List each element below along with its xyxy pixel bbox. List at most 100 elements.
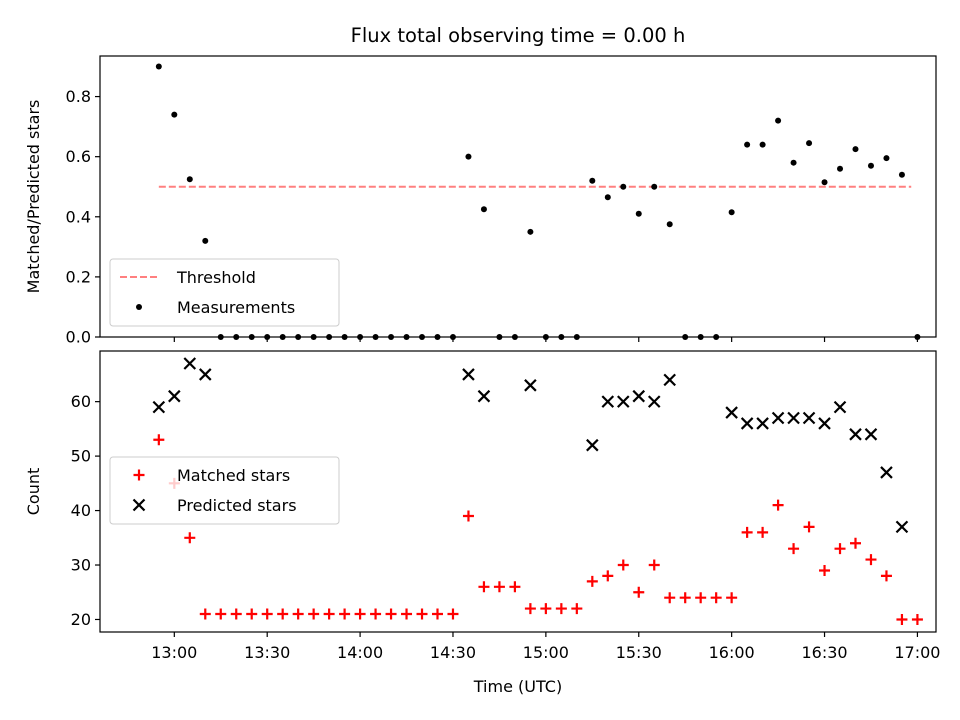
count-y-axis-label: Count [24,468,43,516]
matched-stars-point [633,586,645,598]
matched-stars-point [401,608,413,620]
matched-stars-point [385,608,397,620]
predicted-stars-point [524,379,537,392]
matched-stars-point [246,608,258,620]
legend-entry-label: Measurements [177,298,295,317]
matched-stars-point [215,608,227,620]
legend-measurements-swatch [136,304,142,310]
predicted-stars-point [198,368,212,381]
matched-stars-point [788,543,800,555]
matched-stars-point [571,603,583,615]
predicted-stars-point [616,395,630,408]
measurement-point [202,237,209,244]
x-tick-label: 17:00 [894,643,940,662]
predicted-stars-point [601,395,615,408]
matched-stars-point [540,603,552,615]
matched-stars-point [261,608,273,620]
legend-entry-label: Threshold [176,268,256,287]
predicted-stars-point [168,389,181,403]
count-y-tick-label: 20 [71,610,91,629]
matched-stars-point [679,592,691,604]
matched-stars-point [865,554,877,566]
count-y-tick-label: 50 [71,447,91,466]
matched-stars-point [416,608,428,620]
matched-stars-point [757,526,769,538]
matched-stars-point [199,608,211,620]
ratio-panel: 0.0 0.2 0.4 0.6 0.8 Matched/Predicted stars Th… [24,55,937,347]
measurement-point [790,159,797,166]
ratio-y-tick-label: 0.2 [66,267,91,286]
predicted-stars-point [787,411,800,425]
matched-stars-point [880,570,892,582]
matched-stars-point [695,592,707,604]
predicted-stars-point [725,406,738,419]
measurement-point [806,140,813,147]
matched-stars-point [323,608,335,620]
measurement-point [898,171,905,178]
measurement-point [744,141,751,148]
matched-stars-point [803,521,815,533]
count-y-tick-label: 60 [71,392,91,411]
measurement-point [728,209,735,216]
measurement-point [589,177,596,184]
matched-stars-point [447,608,459,620]
measurement-point [883,155,890,162]
predicted-stars-point [152,400,166,414]
predicted-stars-point [183,357,197,370]
chart-title: Flux total observing time = 0.00 h [351,24,686,47]
ratio-y-tick-label: 0.8 [66,87,91,106]
matched-stars-point [849,537,861,549]
predicted-stars-point [880,466,893,479]
matched-stars-point [478,581,490,593]
matched-stars-point [819,564,831,576]
legend-entry-label: Matched stars [177,466,290,485]
count-legend: Matched stars Predicted stars [109,456,340,525]
matched-stars-point [726,592,738,604]
ratio-y-axis-label: Matched/Predicted stars [24,100,43,294]
legend-box [109,456,340,525]
measurement-point [651,183,658,190]
matched-stars-point [911,613,923,625]
predicted-stars-point [864,428,878,441]
count-y-tick-label: 40 [71,501,91,520]
matched-stars-point [648,559,660,571]
x-tick-label: 14:00 [337,643,383,662]
ratio-legend: Threshold Measurements [109,258,340,327]
matched-stars-point [586,575,598,587]
matched-stars-point [710,592,722,604]
x-tick-label: 15:30 [616,643,662,662]
ratio-y-tick-label: 0.4 [66,207,91,226]
matched-stars-point [277,608,289,620]
x-tick-label: 13:00 [151,643,197,662]
x-tick-label: 15:00 [523,643,569,662]
x-axis-label: Time (UTC) [473,677,562,696]
count-y-tick-label: 30 [71,556,91,575]
ratio-y-tick-label: 0.0 [66,328,91,347]
x-tick-label: 16:30 [801,643,847,662]
matched-stars-point [602,570,614,582]
measurement-point [759,141,766,148]
measurement-point [171,111,178,118]
measurement-point [775,117,782,124]
matched-stars-point [834,543,846,555]
measurement-point [867,162,874,169]
measurement-point [821,179,828,186]
predicted-stars-point [895,520,909,534]
predicted-stars-point [647,395,661,408]
measurement-point [852,146,859,153]
predicted-stars-point [477,389,491,403]
matched-stars-point [741,526,753,538]
matched-stars-point [308,608,320,620]
matched-stars-point [493,581,505,593]
predicted-stars-point [756,417,769,430]
x-tick-label: 13:30 [244,643,290,662]
matched-stars-point [617,559,629,571]
matched-stars-point [462,510,474,522]
predicted-stars-point [586,438,599,452]
measurement-point [465,153,472,160]
matched-stars-point [354,608,366,620]
legend-predicted-swatch [132,498,146,512]
measurement-point [666,221,673,228]
